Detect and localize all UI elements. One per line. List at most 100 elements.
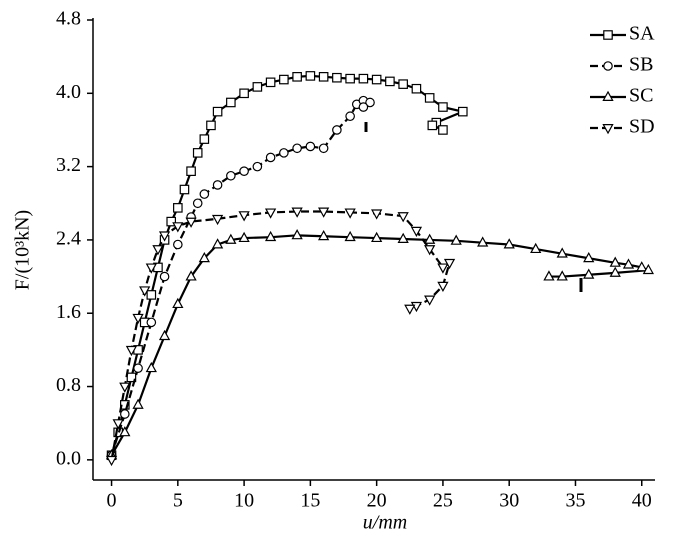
marker: [365, 97, 375, 108]
marker: [212, 180, 223, 190]
x-tick-label: 40: [632, 490, 652, 512]
marker: [199, 134, 210, 144]
marker: [397, 212, 409, 223]
x-tick-label: 25: [433, 490, 453, 512]
series-line: [110, 234, 649, 456]
legend-label: SA: [629, 23, 655, 45]
x-axis-label: u/mm: [363, 512, 407, 534]
marker: [158, 231, 171, 242]
marker: [443, 258, 456, 270]
marker: [398, 79, 408, 89]
marker: [438, 102, 448, 112]
marker: [145, 361, 157, 373]
marker: [139, 286, 151, 297]
marker: [503, 238, 515, 249]
y-tick-label: 0.8: [56, 374, 81, 396]
x-tick-label: 0: [107, 490, 117, 512]
marker: [424, 295, 436, 306]
marker: [427, 120, 438, 131]
marker: [226, 170, 236, 181]
x-tick-label: 10: [234, 490, 254, 512]
marker: [438, 125, 448, 135]
marker: [371, 209, 383, 220]
marker: [291, 229, 303, 240]
marker: [622, 258, 635, 269]
x-tick-label: 15: [300, 490, 320, 512]
marker: [206, 120, 216, 131]
marker: [186, 166, 196, 176]
marker: [292, 72, 302, 82]
marker: [185, 217, 197, 228]
marker: [133, 363, 143, 374]
x-tick-label: 20: [367, 490, 387, 512]
marker: [642, 263, 655, 275]
marker: [583, 268, 595, 279]
y-tick-label: 4.8: [56, 8, 81, 30]
marker: [291, 207, 303, 218]
marker: [126, 372, 137, 383]
marker: [172, 222, 184, 233]
legend-label: SC: [629, 85, 653, 107]
marker: [239, 166, 249, 176]
marker: [317, 229, 330, 241]
marker: [292, 143, 302, 154]
marker: [279, 148, 289, 158]
marker: [198, 251, 210, 263]
marker: [252, 82, 263, 92]
marker: [318, 143, 329, 154]
marker: [318, 72, 329, 82]
legend-label: SD: [629, 116, 655, 138]
marker: [225, 233, 237, 244]
x-tick-label: 5: [173, 490, 183, 512]
marker: [543, 270, 555, 281]
marker: [345, 111, 355, 122]
marker: [450, 234, 462, 245]
marker: [385, 76, 395, 87]
marker: [211, 238, 224, 249]
marker: [358, 102, 369, 112]
y-tick-label: 4.0: [56, 81, 81, 103]
marker: [437, 263, 449, 274]
legend-marker: [603, 61, 613, 71]
marker: [424, 245, 436, 256]
marker: [145, 263, 157, 274]
marker: [317, 207, 330, 218]
marker: [397, 232, 409, 243]
marker: [556, 247, 568, 258]
marker: [125, 345, 138, 357]
marker: [173, 203, 183, 213]
marker: [371, 74, 382, 85]
marker: [226, 97, 236, 108]
marker: [609, 256, 621, 267]
marker: [192, 198, 203, 209]
marker: [424, 93, 435, 103]
y-tick-label: 1.6: [56, 301, 81, 323]
marker: [192, 148, 203, 158]
marker: [265, 152, 276, 163]
marker: [332, 72, 342, 83]
marker: [305, 71, 316, 81]
marker: [345, 73, 355, 84]
marker: [264, 208, 277, 219]
marker: [132, 398, 144, 409]
marker: [404, 304, 416, 315]
marker: [132, 313, 144, 325]
legend-marker: [602, 124, 614, 135]
marker: [159, 271, 170, 282]
marker: [609, 266, 621, 277]
marker: [437, 281, 449, 293]
marker: [344, 230, 356, 242]
marker: [120, 409, 130, 419]
marker: [458, 106, 468, 117]
marker: [530, 242, 542, 254]
marker: [556, 270, 568, 281]
y-tick-label: 0.0: [56, 447, 81, 469]
marker: [199, 189, 210, 199]
marker: [172, 297, 184, 309]
marker: [211, 214, 224, 226]
marker: [238, 211, 250, 222]
marker: [173, 239, 183, 250]
marker: [358, 73, 369, 84]
marker: [146, 317, 157, 328]
marker: [179, 184, 190, 195]
